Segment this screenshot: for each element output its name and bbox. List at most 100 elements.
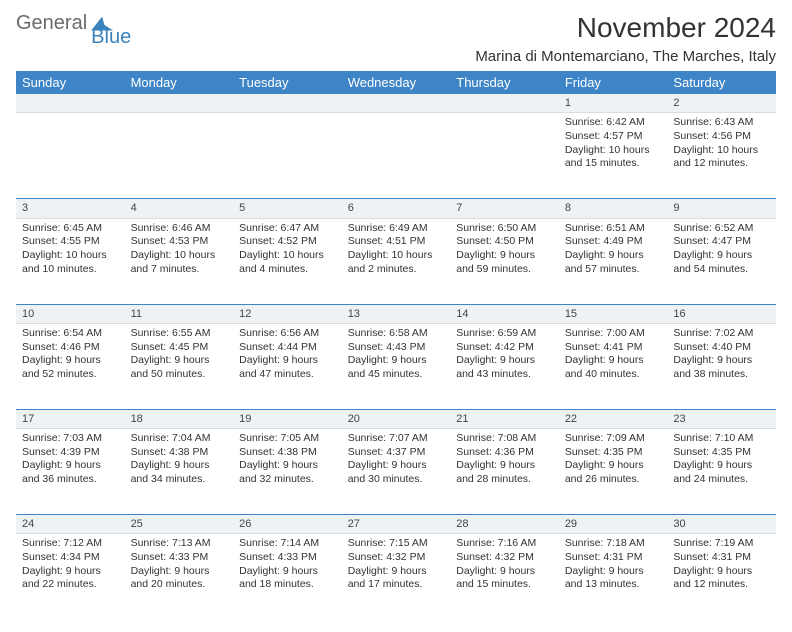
sunset-text: Sunset: 4:57 PM [565,130,662,144]
day-number: 13 [348,308,360,320]
daylight-text: and 24 minutes. [673,473,770,487]
day-number: 10 [22,308,34,320]
sunrise-text: Sunrise: 6:43 AM [673,116,770,130]
daylight-text: Daylight: 9 hours [673,565,770,579]
day-number-cell: 22 [559,409,668,428]
daylight-text: Daylight: 10 hours [565,144,662,158]
day-number: 27 [348,518,360,530]
day-number-cell: 12 [233,304,342,323]
sunrise-text: Sunrise: 6:51 AM [565,222,662,236]
logo: General Blue [16,12,155,35]
day-number: 7 [456,202,462,214]
daylight-text: and 43 minutes. [456,368,553,382]
sunset-text: Sunset: 4:36 PM [456,446,553,460]
day-number-cell: 20 [342,409,451,428]
sunset-text: Sunset: 4:32 PM [456,551,553,565]
daylight-text: and 7 minutes. [131,263,228,277]
daylight-text: Daylight: 9 hours [565,249,662,263]
day-number-cell [450,94,559,113]
sunrise-text: Sunrise: 6:59 AM [456,327,553,341]
sunrise-text: Sunrise: 7:14 AM [239,537,336,551]
day-number: 4 [131,202,137,214]
calendar-table: SundayMondayTuesdayWednesdayThursdayFrid… [16,71,776,620]
daylight-text: Daylight: 9 hours [565,354,662,368]
daylight-text: Daylight: 9 hours [456,249,553,263]
day-number-cell: 26 [233,515,342,534]
sunrise-text: Sunrise: 7:02 AM [673,327,770,341]
sunrise-text: Sunrise: 6:42 AM [565,116,662,130]
daylight-text: and 38 minutes. [673,368,770,382]
day-number-cell: 24 [16,515,125,534]
daylight-text: Daylight: 9 hours [673,354,770,368]
daylight-text: Daylight: 9 hours [673,249,770,263]
sunrise-text: Sunrise: 6:46 AM [131,222,228,236]
sunset-text: Sunset: 4:44 PM [239,341,336,355]
day-number-cell [342,94,451,113]
daylight-text: and 50 minutes. [131,368,228,382]
day-number-cell [16,94,125,113]
daylight-text: Daylight: 9 hours [239,459,336,473]
daylight-text: and 28 minutes. [456,473,553,487]
daylight-text: and 30 minutes. [348,473,445,487]
daylight-text: and 13 minutes. [565,578,662,592]
day-cell: Sunrise: 7:02 AMSunset: 4:40 PMDaylight:… [667,323,776,409]
day-number-cell: 29 [559,515,668,534]
day-number: 26 [239,518,251,530]
weekday-header-cell: Tuesday [233,71,342,94]
sunrise-text: Sunrise: 6:47 AM [239,222,336,236]
day-number: 15 [565,308,577,320]
day-number-cell: 18 [125,409,234,428]
daylight-text: Daylight: 9 hours [131,459,228,473]
daylight-text: Daylight: 9 hours [22,354,119,368]
day-cell: Sunrise: 7:07 AMSunset: 4:37 PMDaylight:… [342,429,451,515]
day-cell: Sunrise: 7:04 AMSunset: 4:38 PMDaylight:… [125,429,234,515]
daylight-text: Daylight: 10 hours [131,249,228,263]
sunset-text: Sunset: 4:42 PM [456,341,553,355]
sunset-text: Sunset: 4:32 PM [348,551,445,565]
day-cell [233,113,342,199]
header: General Blue November 2024 Marina di Mon… [16,12,776,65]
month-title: November 2024 [475,12,776,44]
daylight-text: Daylight: 9 hours [131,565,228,579]
day-cell: Sunrise: 6:49 AMSunset: 4:51 PMDaylight:… [342,218,451,304]
day-number-cell: 25 [125,515,234,534]
sunset-text: Sunset: 4:31 PM [565,551,662,565]
daylight-text: Daylight: 9 hours [456,354,553,368]
day-number: 17 [22,413,34,425]
daylight-text: and 22 minutes. [22,578,119,592]
day-number-cell: 30 [667,515,776,534]
weekday-header-cell: Thursday [450,71,559,94]
daylight-text: Daylight: 9 hours [348,565,445,579]
day-cell: Sunrise: 7:09 AMSunset: 4:35 PMDaylight:… [559,429,668,515]
daylight-text: and 4 minutes. [239,263,336,277]
day-number: 28 [456,518,468,530]
sunset-text: Sunset: 4:41 PM [565,341,662,355]
day-number: 1 [565,97,571,109]
day-number: 12 [239,308,251,320]
day-cell: Sunrise: 6:50 AMSunset: 4:50 PMDaylight:… [450,218,559,304]
day-cell: Sunrise: 7:05 AMSunset: 4:38 PMDaylight:… [233,429,342,515]
daylight-text: and 52 minutes. [22,368,119,382]
day-number-cell: 14 [450,304,559,323]
day-number-cell: 16 [667,304,776,323]
sunset-text: Sunset: 4:51 PM [348,235,445,249]
sunset-text: Sunset: 4:47 PM [673,235,770,249]
day-number: 11 [131,308,142,320]
day-number: 19 [239,413,251,425]
day-number-cell: 13 [342,304,451,323]
day-number-cell: 21 [450,409,559,428]
sunrise-text: Sunrise: 7:08 AM [456,432,553,446]
sunset-text: Sunset: 4:33 PM [239,551,336,565]
sunrise-text: Sunrise: 7:19 AM [673,537,770,551]
daylight-text: and 47 minutes. [239,368,336,382]
daylight-text: Daylight: 10 hours [673,144,770,158]
day-number-cell: 28 [450,515,559,534]
day-cell [450,113,559,199]
sunrise-text: Sunrise: 7:13 AM [131,537,228,551]
daylight-text: and 12 minutes. [673,578,770,592]
day-cell: Sunrise: 7:19 AMSunset: 4:31 PMDaylight:… [667,534,776,620]
daylight-text: Daylight: 9 hours [565,565,662,579]
day-number-cell: 9 [667,199,776,218]
daylight-text: and 57 minutes. [565,263,662,277]
day-number: 8 [565,202,571,214]
